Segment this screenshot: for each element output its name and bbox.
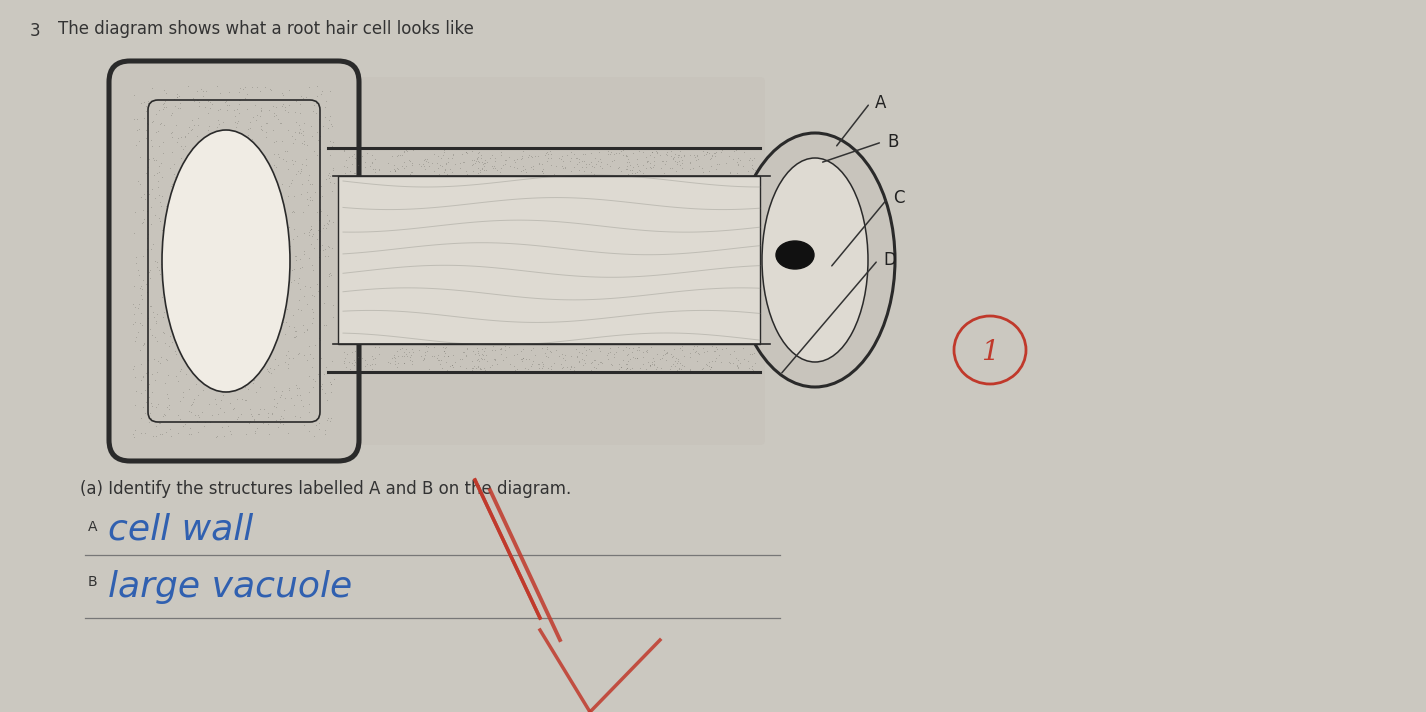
Text: The diagram shows what a root hair cell looks like: The diagram shows what a root hair cell … (58, 20, 473, 38)
Text: B: B (887, 133, 898, 151)
FancyBboxPatch shape (299, 339, 764, 445)
Bar (338, 176, 760, 344)
Bar (328, 148, 760, 372)
Text: A: A (876, 94, 887, 112)
Ellipse shape (776, 241, 814, 269)
Ellipse shape (761, 158, 868, 362)
Text: (a) Identify the structures labelled A and B on the diagram.: (a) Identify the structures labelled A a… (80, 480, 572, 498)
Ellipse shape (734, 133, 896, 387)
Text: D: D (883, 251, 896, 269)
Text: B: B (88, 575, 97, 589)
Text: C: C (893, 189, 904, 207)
Text: A: A (88, 520, 97, 534)
Text: 1: 1 (981, 340, 998, 367)
Text: 3: 3 (30, 22, 40, 40)
Ellipse shape (163, 130, 289, 392)
FancyBboxPatch shape (299, 77, 764, 181)
Text: large vacuole: large vacuole (108, 570, 352, 604)
FancyBboxPatch shape (110, 62, 358, 460)
FancyBboxPatch shape (108, 60, 359, 462)
Text: cell wall: cell wall (108, 513, 254, 547)
